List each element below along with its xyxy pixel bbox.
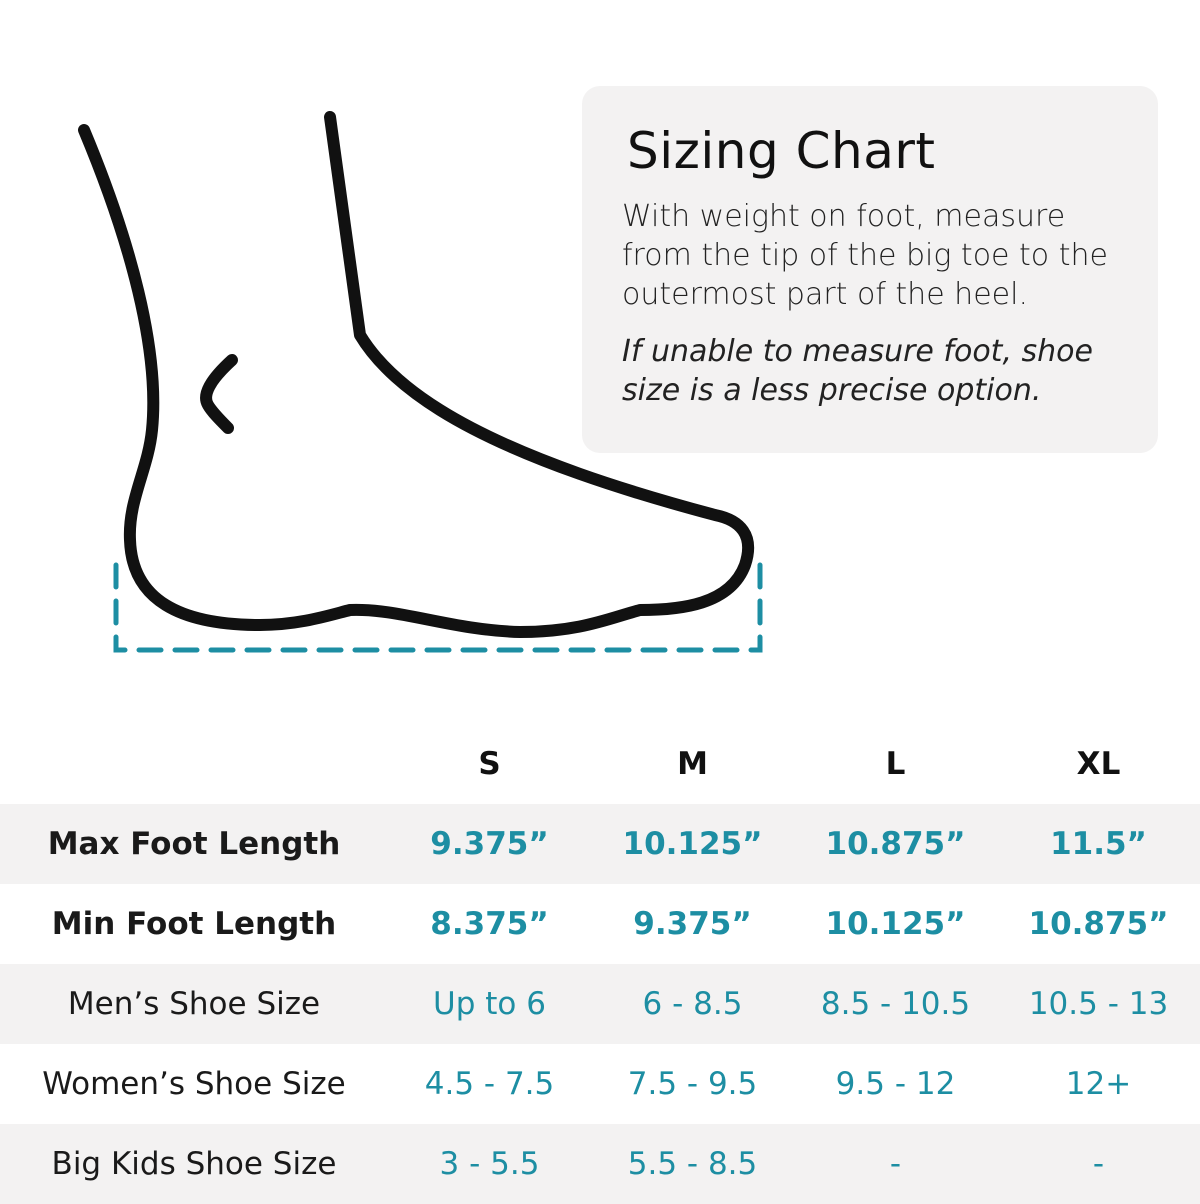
table-cell: 10.125” [825,906,966,942]
sizing-info-panel: Sizing Chart With weight on foot, measur… [582,86,1158,453]
table-cell: 9.375” [430,826,549,862]
table-cell: 9.375” [633,906,752,942]
column-header-l: L [885,746,906,782]
instruction-line: outermost part of the heel. [622,277,1028,312]
table-row-womens-shoe-size: Women’s Shoe Size 4.5 - 7.5 7.5 - 9.5 9.… [0,1044,1200,1124]
row-label: Max Foot Length [47,826,341,862]
table-cell: 12+ [1065,1066,1132,1102]
row-label: Men’s Shoe Size [67,986,321,1022]
table-cell: 10.125” [622,826,763,862]
table-row-mens-shoe-size: Men’s Shoe Size Up to 6 6 - 8.5 8.5 - 10… [0,964,1200,1044]
table-row-max-foot-length: Max Foot Length 9.375” 10.125” 10.875” 1… [0,804,1200,884]
info-title: Sizing Chart [627,122,936,180]
measurement-guide-dashed [113,562,763,653]
table-cell: 6 - 8.5 [642,986,743,1022]
table-cell: - [889,1146,902,1182]
table-cell: 8.5 - 10.5 [820,986,971,1022]
table-cell: 10.875” [825,826,966,862]
note-line: If unable to measure foot, shoe [622,334,1093,369]
size-table: S M L XL Max Foot Length 9.375” 10.125” … [0,724,1200,1204]
instruction-line: from the tip of the big toe to the [622,238,1108,273]
table-cell: 10.5 - 13 [1028,986,1169,1022]
table-cell: 8.375” [430,906,549,942]
table-row-min-foot-length: Min Foot Length 8.375” 9.375” 10.125” 10… [0,884,1200,964]
table-cell: 10.875” [1028,906,1169,942]
table-cell: 9.5 - 12 [835,1066,956,1102]
table-cell: 4.5 - 7.5 [424,1066,555,1102]
instruction-line: With weight on foot, measure [622,199,1066,234]
shoe-size-note: If unable to measure foot, shoe size is … [622,332,1128,410]
row-label: Big Kids Shoe Size [51,1146,337,1182]
measurement-instructions: With weight on foot, measure from the ti… [622,197,1128,314]
table-row-big-kids-shoe-size: Big Kids Shoe Size 3 - 5.5 5.5 - 8.5 - - [0,1124,1200,1204]
foot-outline-illustration [78,111,763,653]
row-label: Min Foot Length [51,906,337,942]
table-cell: - [1092,1146,1105,1182]
ankle-bone-mark [200,354,238,434]
foot-outline [78,111,755,638]
column-header-s: S [478,746,501,782]
table-header-row: S M L XL [0,724,1200,804]
table-cell: 3 - 5.5 [439,1146,540,1182]
table-cell: 7.5 - 9.5 [627,1066,758,1102]
table-cell: 11.5” [1050,826,1147,862]
table-cell: Up to 6 [433,986,546,1022]
note-line: size is a less precise option. [622,373,1042,408]
table-cell: 5.5 - 8.5 [627,1146,758,1182]
column-header-xl: XL [1076,746,1121,782]
row-label: Women’s Shoe Size [42,1066,346,1102]
column-header-m: M [677,746,708,782]
